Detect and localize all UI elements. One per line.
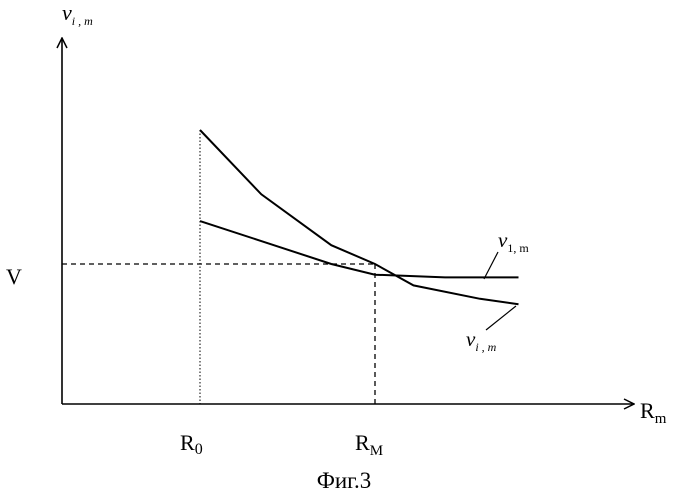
curve-v1m <box>200 221 519 277</box>
curve-label-v1m: v1, m <box>498 228 529 255</box>
x-tick-rm: RM <box>355 430 383 459</box>
v1m-leader-line <box>484 252 498 279</box>
y-tick-v: V <box>6 264 22 289</box>
x-tick-r0: R0 <box>180 430 203 458</box>
x-axis-label: Rm <box>640 398 667 427</box>
figure-caption: Фиг.3 <box>0 468 688 494</box>
curve-label-vim: vi , m <box>466 327 497 354</box>
vim-leader-line <box>486 306 516 330</box>
y-axis-label: vi , m <box>62 0 93 28</box>
